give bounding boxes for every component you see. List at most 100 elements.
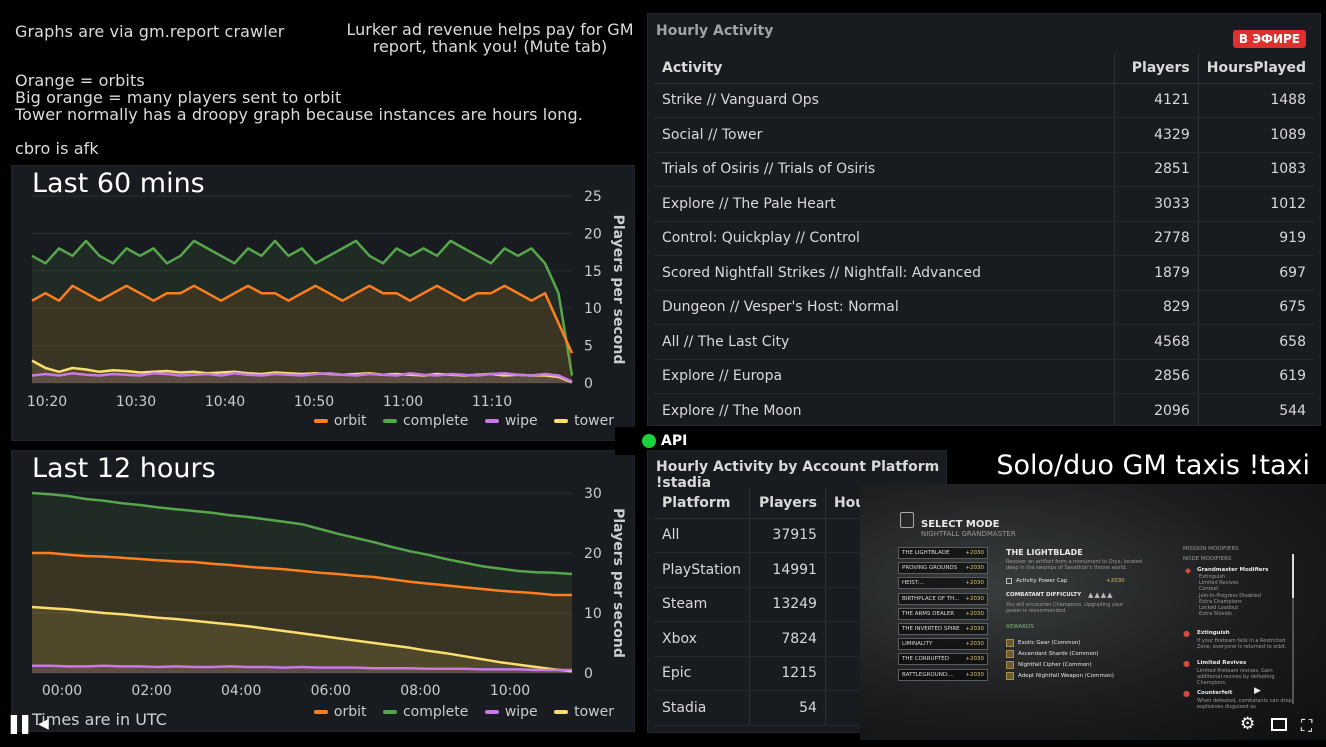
mission-name: THE INVERTED SPIRE (902, 626, 960, 632)
table-row[interactable]: Strike // Vanguard Ops 4121 1488 (654, 83, 1314, 118)
mission-list-item[interactable]: HEIST:... +2030 (898, 577, 988, 590)
table-row[interactable]: Scored Nightfall Strikes // Nightfall: A… (654, 255, 1314, 291)
legend-orbit[interactable]: orbit (333, 704, 367, 720)
live-badge: В ЭФИРЕ (1232, 30, 1306, 48)
gm-modifier-item: Contest (1199, 586, 1219, 593)
hours-played: 1089 (1197, 117, 1314, 153)
table-row[interactable]: Explore // The Moon 2096 544 (654, 393, 1314, 425)
hours-played: 544 (1197, 393, 1314, 425)
legend-swatch-tower (554, 710, 569, 714)
legend-complete[interactable]: complete (402, 704, 469, 720)
col-platform[interactable]: Platform (654, 488, 750, 519)
platform-name: Epic (654, 656, 750, 691)
mission-power: +2030 (965, 641, 984, 648)
table-row[interactable]: Social // Tower 4329 1089 (654, 117, 1314, 153)
table-row[interactable]: Explore // The Pale Heart 3033 1012 (654, 186, 1314, 222)
series-line-wipe[interactable] (31, 372, 573, 383)
x-tick-label: 11:00 (383, 394, 423, 410)
ad-revenue-note: Lurker ad revenue helps pay for GM repor… (346, 20, 634, 56)
hours-played: 1012 (1197, 186, 1314, 222)
table-row[interactable]: All // The Last City 4568 658 (654, 324, 1314, 360)
y-tick-label: 15 (584, 264, 602, 280)
chart-60-title: Last 60 mins (32, 168, 205, 199)
col-activity[interactable]: Activity (654, 53, 1115, 84)
series-area-complete (32, 240, 572, 383)
legend-wipe[interactable]: wipe (504, 413, 538, 429)
modifier-scrollbar-thumb[interactable] (1292, 554, 1294, 598)
legend-swatch-orbit (313, 710, 328, 714)
col-hours-played[interactable]: HoursPlayed (1197, 53, 1314, 84)
legend-wipe[interactable]: wipe (504, 704, 538, 720)
legend-tower[interactable]: tower (574, 704, 614, 720)
mission-list-item[interactable]: PROVING GROUNDS +2030 (898, 562, 988, 575)
pause-icon[interactable]: ▌▌ (11, 715, 35, 734)
players-count: 1879 (1113, 255, 1199, 291)
mission-name: BATTLEGROUND:... (902, 671, 955, 678)
series-area-tower (32, 607, 572, 673)
legend-orbit[interactable]: orbit (333, 413, 367, 429)
series-line-complete[interactable] (31, 491, 573, 576)
activity-name: All // The Last City (654, 324, 1115, 360)
table-row[interactable]: Trials of Osiris // Trials of Osiris 2851… (654, 152, 1314, 187)
table-header-row: Activity Players HoursPlayed (654, 53, 1314, 84)
afk-note: cbro is afk (15, 139, 99, 158)
detail-title: THE LIGHTBLADE (1006, 548, 1083, 557)
settings-gear-icon[interactable]: ⚙ (1240, 714, 1256, 734)
mission-list-item[interactable]: THE LIGHTBLADE +2030 (898, 547, 988, 559)
x-tick-label: 10:30 (116, 394, 156, 410)
activity-name: Trials of Osiris // Trials of Osiris (654, 152, 1115, 187)
mission-list-item[interactable]: LIMINALITY +2030 (898, 638, 988, 651)
series-area-tower (32, 360, 572, 383)
mission-power: +2030 (965, 565, 984, 572)
fullscreen-icon[interactable]: ⛶ (1301, 716, 1313, 735)
y-tick-label: 0 (584, 666, 593, 682)
y-tick-label: 20 (584, 226, 602, 242)
modifier-name: Extinguish (1197, 630, 1230, 636)
taxi-title: Solo/duo GM taxis !taxi (996, 450, 1310, 481)
modifier-icon: ● (1183, 629, 1190, 638)
activity-name: Dungeon // Vesper's Host: Normal (654, 290, 1115, 325)
activity-name: Explore // The Pale Heart (654, 186, 1115, 222)
power-cap-checkbox[interactable] (1006, 578, 1012, 584)
mission-list-item[interactable]: THE INVERTED SPIRE +2030 (898, 623, 988, 635)
hours-played: 1488 (1197, 83, 1314, 118)
y-tick-label: 0 (584, 376, 593, 392)
crawler-note: Graphs are via gm.report crawler (15, 22, 285, 41)
modifier-scrollbar[interactable] (1292, 554, 1294, 704)
mission-list-item[interactable]: BIRTHPLACE OF TH... +2030 (898, 592, 988, 605)
volume-icon[interactable]: ◀ (38, 716, 49, 732)
mission-name: THE ARMS DEALER (902, 610, 955, 617)
activity-name: Control: Quickplay // Control (654, 221, 1115, 256)
table-row[interactable]: Explore // Europa 2856 619 (654, 359, 1314, 394)
legend-explanation: Orange = orbits Big orange = many player… (15, 72, 583, 123)
legend-complete[interactable]: complete (402, 413, 469, 429)
y-tick-label: 25 (584, 189, 602, 205)
series-line-wipe[interactable] (32, 664, 572, 672)
y-tick-label: 5 (584, 339, 593, 355)
mission-list-item[interactable]: THE ARMS DEALER +2030 (898, 607, 988, 620)
players-count: 4121 (1113, 83, 1199, 118)
select-mode-title: SELECT MODE (921, 519, 1000, 530)
table-row[interactable]: Dungeon // Vesper's Host: Normal 829 675 (654, 290, 1314, 325)
players-count: 2778 (1113, 221, 1199, 256)
y-tick-label: 30 (584, 486, 602, 502)
table-row[interactable]: Control: Quickplay // Control 2778 919 (654, 221, 1314, 256)
series-line-orbit[interactable] (32, 551, 572, 597)
col-players[interactable]: Players (1113, 53, 1199, 84)
utc-note: Times are in UTC (32, 710, 167, 729)
chart-60-panel: 0 5 10 15 20 25 10:20 10:30 10:40 10:50 11:00 11:10… (11, 165, 635, 441)
modifier-description: Limited fireteam revives. Gain additiona… (1197, 668, 1275, 686)
mission-list-item[interactable]: THE CORRUPTED +2030 (898, 653, 988, 666)
series-line-tower[interactable] (31, 605, 573, 673)
series-line-complete[interactable] (31, 239, 574, 376)
players-count: 54 (748, 690, 826, 726)
mission-power: +2030 (965, 550, 984, 556)
col-players[interactable]: Players (748, 488, 826, 519)
theater-mode-icon[interactable] (1271, 718, 1287, 731)
mission-list-item[interactable]: BATTLEGROUND:... +2030 (898, 668, 988, 681)
mission-power: +2030 (965, 610, 984, 617)
platform-name: Steam (654, 587, 750, 622)
series-line-orbit[interactable] (31, 284, 574, 354)
players-count: 13249 (748, 587, 826, 622)
legend-tower[interactable]: tower (574, 413, 614, 429)
